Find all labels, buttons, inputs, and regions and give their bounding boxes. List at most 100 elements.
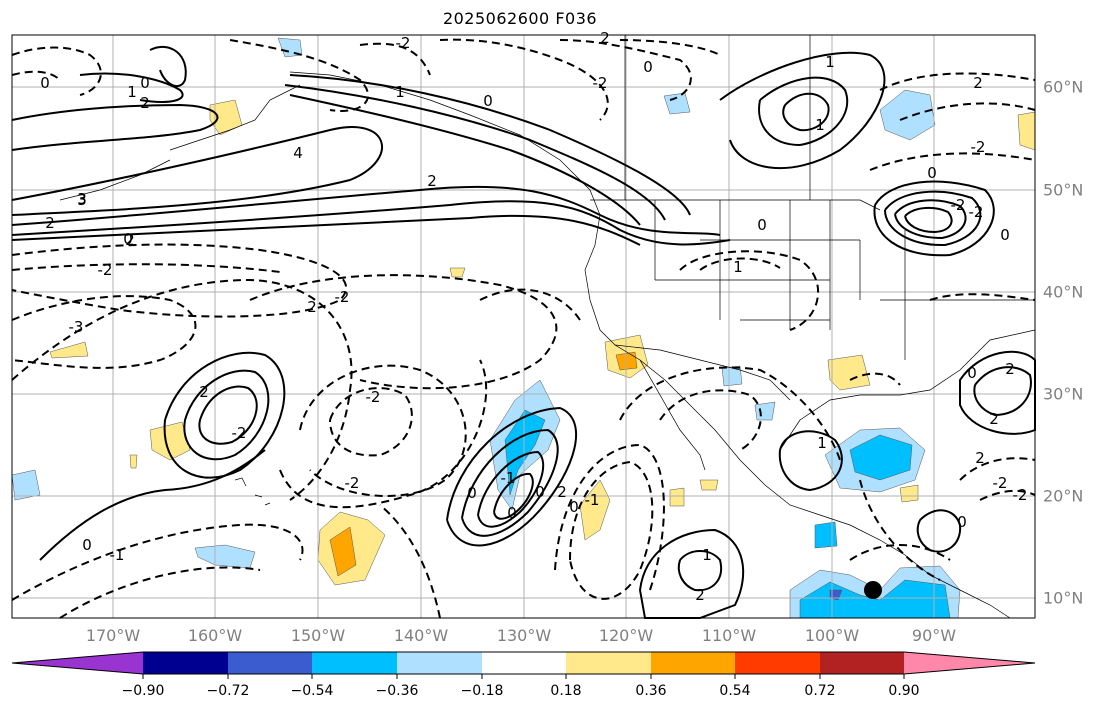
contour-line (849, 544, 951, 561)
colorbar-segment (735, 652, 820, 674)
shade-patch (129, 454, 138, 469)
contour-label: -1 (110, 546, 125, 564)
contour-line (619, 39, 721, 56)
contour-line (659, 389, 762, 451)
contour-line (979, 489, 1036, 501)
colorbar-segment (143, 652, 228, 674)
station-dot (864, 581, 882, 599)
contour-label: -2 (345, 474, 360, 492)
shade-patch (814, 521, 838, 549)
contour-line (869, 152, 1036, 171)
colorbar-tick-label: 0.54 (719, 683, 751, 699)
shade-patch (849, 434, 913, 481)
shade-patch (1017, 111, 1036, 151)
solid-contours (11, 45, 1036, 619)
contour-label: 2 (140, 94, 150, 112)
contour-label: 0 (927, 164, 937, 182)
contour-label: 1 (817, 434, 827, 452)
colorbar-segment (651, 652, 735, 674)
longitude-label: 150°W (290, 626, 346, 645)
contour-label: 2 (1005, 360, 1015, 378)
contour-label: 0 (643, 58, 653, 76)
latitude-label: 50°N (1043, 180, 1084, 200)
contour-label: 1 (395, 83, 405, 101)
contour-label: -2 (969, 203, 984, 221)
shade-patch (699, 479, 719, 491)
contour-line (758, 76, 849, 147)
contour-label: 2 (989, 410, 999, 428)
contour-label: -1 (501, 469, 516, 487)
contour-line (279, 359, 488, 509)
contour-line (289, 74, 691, 216)
contour-label: -2 (1013, 486, 1028, 504)
contour-line (559, 39, 692, 101)
contour-line (446, 406, 577, 547)
contour-label: 2 (600, 29, 610, 47)
contour-line (39, 449, 266, 561)
contour-line (884, 190, 982, 247)
contour-line (79, 72, 184, 103)
contour-line (229, 39, 370, 112)
shade-patch (579, 479, 611, 541)
contour-label: 0 (757, 216, 767, 234)
contour-line (477, 450, 545, 528)
contour-label: 2 (427, 172, 437, 190)
contour-label: 1 (127, 83, 137, 101)
shade-patch (721, 365, 743, 387)
map-gridlines (12, 35, 1035, 618)
contour-line (493, 472, 534, 520)
contour-line (479, 288, 581, 321)
contour-line (959, 457, 1036, 481)
baja-coast (639, 359, 706, 471)
contour-line (59, 566, 261, 619)
contour-line (879, 72, 1036, 91)
contour-line (249, 274, 558, 390)
contour-label: 4 (293, 144, 303, 162)
contour-line (329, 387, 413, 457)
contour-line (904, 206, 953, 234)
contour-label: -2 (593, 74, 608, 92)
contour-label: -2 (232, 424, 247, 442)
state-lines (624, 35, 1035, 360)
alaska-coast (169, 84, 301, 151)
contour-line (11, 126, 383, 216)
colorbar-segment (482, 652, 566, 674)
contour-line (679, 250, 819, 331)
colorbar-tick-label: −0.72 (206, 683, 250, 699)
north-america-coast (289, 71, 1011, 619)
contour-line (916, 509, 962, 553)
latitude-label: 30°N (1043, 384, 1084, 404)
contour-label: 0 (507, 504, 517, 522)
contour-line (11, 278, 353, 501)
contour-label: 0 (569, 498, 579, 516)
contour-line (11, 523, 304, 601)
contour-line (461, 428, 559, 537)
contour-line (11, 200, 731, 246)
contour-label: -2 (993, 474, 1008, 492)
contour-label: 1 (815, 116, 825, 134)
us-canada-border (590, 199, 881, 211)
shade-patch (669, 487, 685, 507)
colorbar-tick-label: −0.36 (375, 683, 419, 699)
colorbar-tick-label: 0.90 (888, 683, 920, 699)
contour-line (379, 504, 441, 619)
contour-line (677, 550, 723, 592)
contour-label: 2 (975, 449, 985, 467)
colorbar-segment (904, 652, 1035, 674)
contour-label: -2 (971, 138, 986, 156)
contour-label: 0 (967, 364, 977, 382)
contour-line (163, 351, 286, 479)
contour-label: 2 (973, 74, 983, 92)
shade-patch (329, 526, 357, 577)
shade-patch (879, 89, 936, 141)
colorbar-segment (566, 652, 651, 674)
colorbar-tick-label: 0.36 (635, 683, 667, 699)
contour-label: -2 (366, 388, 381, 406)
shade-patch (11, 469, 41, 501)
contour-line (183, 369, 270, 461)
shade-patch (827, 354, 871, 391)
contour-line (11, 214, 641, 246)
contour-label: 0 (535, 483, 545, 501)
